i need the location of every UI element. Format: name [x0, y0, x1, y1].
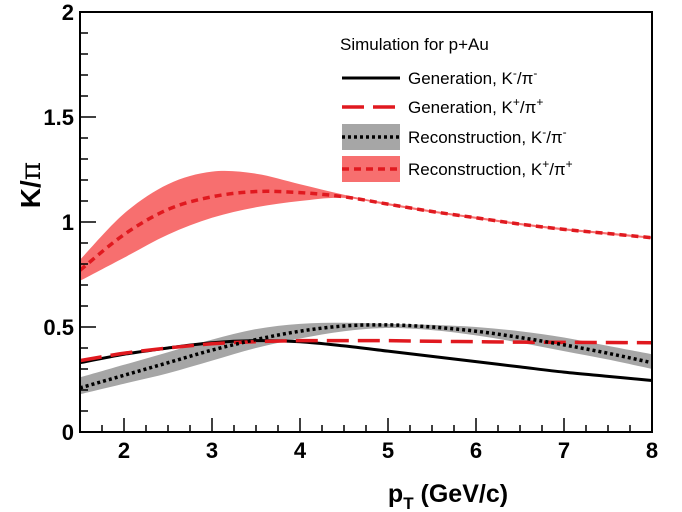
- y-tick-label: 0.5: [43, 315, 74, 340]
- legend-label-ratio: /π: [517, 69, 533, 88]
- band-reconstruction-k: [80, 170, 652, 281]
- x-axis-title: pT (GeV/c): [388, 480, 508, 512]
- series-line-generation-k: [79, 339, 653, 383]
- legend-label-sup: +: [542, 157, 549, 171]
- legend-label-sup: -: [542, 125, 546, 139]
- axis-ticks: [79, 11, 653, 433]
- series-line-generation-k: [79, 338, 653, 363]
- x-tick-label: 8: [646, 438, 658, 463]
- y-tick-label: 1: [62, 210, 74, 235]
- legend-label-sup: -: [563, 125, 567, 139]
- legend-entry-generation-k: Generation, K+/π+: [342, 95, 543, 117]
- error-bands: [80, 170, 652, 395]
- band-reconstruction-k: [80, 322, 652, 395]
- x-tick-label: 5: [382, 438, 394, 463]
- legend-label-ratio: /π: [520, 98, 536, 117]
- legend-label-main: Reconstruction, K: [408, 128, 543, 147]
- x-tick-label: 6: [470, 438, 482, 463]
- legend-label-ratio: /π: [549, 160, 565, 179]
- y-axis-title-main: K/: [15, 180, 46, 208]
- tick-labels: 2 3 4 5 6 7 8 0 0.5 1 1.5 2: [43, 0, 658, 463]
- y-axis-title-greek: π: [14, 162, 47, 180]
- y-axis-title: K/π: [14, 162, 47, 208]
- x-tick-label: 2: [118, 438, 130, 463]
- legend-entry-generation-k: Generation, K-/π-: [342, 66, 537, 88]
- x-axis-title-main: p: [388, 480, 403, 508]
- legend-header: Simulation for p+Au: [340, 35, 489, 54]
- legend-label: Reconstruction, K+/π+: [408, 157, 573, 179]
- y-tick-label: 0: [62, 420, 74, 445]
- legend-label: Reconstruction, K-/π-: [408, 125, 567, 147]
- y-tick-label: 1.5: [43, 105, 74, 130]
- legend-label-main: Generation, K: [408, 69, 514, 88]
- curves: [78, 189, 653, 390]
- legend-label-sup: +: [566, 157, 573, 171]
- legend-entry-reconstruction-k: Reconstruction, K+/π+: [342, 156, 573, 182]
- x-tick-label: 7: [558, 438, 570, 463]
- legend-label-sup: +: [536, 95, 543, 109]
- legend-label: Generation, K-/π-: [408, 66, 537, 88]
- legend-label-sup: -: [533, 66, 537, 80]
- legend-label-ratio: /π: [546, 128, 562, 147]
- legend-entry-reconstruction-k: Reconstruction, K-/π-: [342, 124, 567, 150]
- legend-label-sup: +: [513, 95, 520, 109]
- y-tick-label: 2: [62, 0, 74, 25]
- series-line-reconstruction-k: [78, 189, 653, 272]
- x-tick-label: 4: [294, 438, 307, 463]
- legend-label-main: Generation, K: [408, 98, 514, 117]
- legend: Simulation for p+Au Generation, K-/π-Gen…: [340, 35, 573, 182]
- legend-label: Generation, K+/π+: [408, 95, 543, 117]
- x-axis-title-rest: (GeV/c): [414, 480, 508, 508]
- legend-label-sup: -: [513, 66, 517, 80]
- x-axis-title-sub: T: [403, 494, 414, 512]
- legend-label-main: Reconstruction, K: [408, 160, 543, 179]
- x-tick-label: 3: [206, 438, 218, 463]
